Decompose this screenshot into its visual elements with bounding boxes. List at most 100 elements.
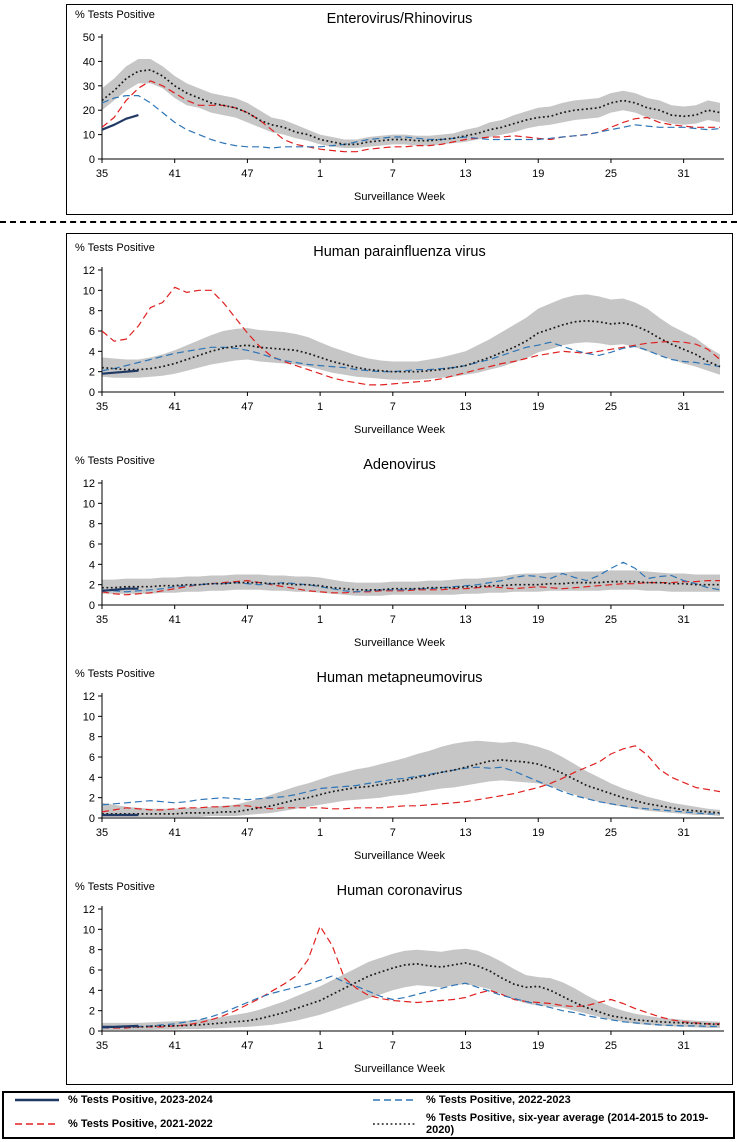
chart-header: % Tests Positive Human metapneumovirus xyxy=(67,666,732,690)
svg-text:7: 7 xyxy=(389,827,395,839)
svg-text:47: 47 xyxy=(241,827,253,839)
svg-text:0: 0 xyxy=(88,154,94,166)
chart-section-adenovirus: % Tests Positive Adenovirus 0 2 4 6 8 10 12 35 4… xyxy=(67,447,732,660)
metapneumovirus-plot: 0 2 4 6 8 10 12 35 41 47 1 7 13 19 25 31 xyxy=(82,691,724,839)
svg-text:41: 41 xyxy=(168,827,180,839)
svg-text:0: 0 xyxy=(88,1026,94,1038)
svg-text:2: 2 xyxy=(88,580,94,592)
svg-text:31: 31 xyxy=(677,614,689,626)
dashed-line-sample-icon xyxy=(15,1123,59,1125)
chart-title: Human metapneumovirus xyxy=(316,670,483,686)
legend: % Tests Positive, 2023-2024 % Tests Posi… xyxy=(2,1091,735,1139)
legend-label: % Tests Positive, six-year average (2014… xyxy=(426,1112,709,1136)
svg-text:13: 13 xyxy=(459,168,471,180)
x-axis-title: Surveillance Week xyxy=(354,850,445,862)
svg-text:10: 10 xyxy=(82,130,94,142)
svg-text:1: 1 xyxy=(317,827,323,839)
svg-text:35: 35 xyxy=(95,1040,107,1052)
svg-text:1: 1 xyxy=(317,1040,323,1052)
svg-text:6: 6 xyxy=(88,965,94,977)
svg-text:10: 10 xyxy=(82,498,94,510)
other-viruses-panel: % Tests Positive Human parainfluenza vir… xyxy=(66,233,733,1085)
svg-text:8: 8 xyxy=(88,732,94,744)
x-axis-title: Surveillance Week xyxy=(354,424,445,436)
chart-header: % Tests Positive Enterovirus/Rhinovirus xyxy=(67,7,732,31)
x-axis-title: Surveillance Week xyxy=(354,637,445,649)
svg-text:25: 25 xyxy=(604,614,616,626)
svg-text:35: 35 xyxy=(95,827,107,839)
svg-text:35: 35 xyxy=(95,168,107,180)
y-axis-title: % Tests Positive xyxy=(75,455,155,467)
svg-text:41: 41 xyxy=(168,614,180,626)
chart-header: % Tests Positive Human coronavirus xyxy=(67,879,732,903)
svg-text:19: 19 xyxy=(532,827,544,839)
legend-label: % Tests Positive, 2022-2023 xyxy=(426,1094,571,1106)
dashed-separator xyxy=(0,221,737,223)
chart-title: Human parainfluenza virus xyxy=(313,244,486,260)
chart-section-coronavirus: % Tests Positive Human coronavirus 0 2 4 6 8… xyxy=(67,873,732,1086)
x-axis-title: Surveillance Week xyxy=(354,1063,445,1075)
svg-text:7: 7 xyxy=(389,1040,395,1052)
svg-text:25: 25 xyxy=(604,168,616,180)
svg-text:0: 0 xyxy=(88,387,94,399)
svg-text:12: 12 xyxy=(82,478,94,490)
y-axis-title: % Tests Positive xyxy=(75,242,155,254)
svg-text:12: 12 xyxy=(82,265,94,277)
coronavirus-plot: 0 2 4 6 8 10 12 35 41 47 1 7 13 19 25 31 xyxy=(82,904,724,1052)
chart-section-enterovirus: % Tests Positive Enterovirus/Rhinovirus … xyxy=(67,5,732,216)
y-axis-title: % Tests Positive xyxy=(75,881,155,893)
svg-text:41: 41 xyxy=(168,401,180,413)
svg-text:7: 7 xyxy=(389,401,395,413)
svg-text:2: 2 xyxy=(88,793,94,805)
svg-text:1: 1 xyxy=(317,168,323,180)
svg-text:1: 1 xyxy=(317,401,323,413)
svg-text:10: 10 xyxy=(82,711,94,723)
svg-text:19: 19 xyxy=(532,401,544,413)
svg-text:7: 7 xyxy=(389,614,395,626)
svg-text:0: 0 xyxy=(88,813,94,825)
svg-text:50: 50 xyxy=(82,32,94,44)
svg-text:10: 10 xyxy=(82,285,94,297)
svg-text:19: 19 xyxy=(532,168,544,180)
svg-text:25: 25 xyxy=(604,1040,616,1052)
y-axis-title: % Tests Positive xyxy=(75,668,155,680)
chart-title: Human coronavirus xyxy=(336,883,463,899)
solid-line-sample-icon xyxy=(15,1098,59,1102)
svg-text:13: 13 xyxy=(459,827,471,839)
y-axis-title: % Tests Positive xyxy=(75,9,155,21)
legend-item-2021-2022: % Tests Positive, 2021-2022 xyxy=(14,1112,372,1136)
legend-item-2023-2024: % Tests Positive, 2023-2024 xyxy=(14,1094,372,1106)
svg-text:6: 6 xyxy=(88,539,94,551)
legend-label: % Tests Positive, 2021-2022 xyxy=(68,1118,213,1130)
x-axis-title: Surveillance Week xyxy=(354,191,445,203)
svg-text:4: 4 xyxy=(88,559,94,571)
svg-text:8: 8 xyxy=(88,519,94,531)
svg-text:47: 47 xyxy=(241,614,253,626)
svg-text:35: 35 xyxy=(95,614,107,626)
svg-text:12: 12 xyxy=(82,904,94,916)
svg-text:40: 40 xyxy=(82,56,94,68)
svg-text:30: 30 xyxy=(82,81,94,93)
svg-text:13: 13 xyxy=(459,401,471,413)
svg-text:47: 47 xyxy=(241,401,253,413)
svg-text:31: 31 xyxy=(677,827,689,839)
chart-section-metapneumovirus: % Tests Positive Human metapneumovirus 0… xyxy=(67,660,732,873)
svg-text:8: 8 xyxy=(88,306,94,318)
legend-item-six-year-average: % Tests Positive, six-year average (2014… xyxy=(372,1112,733,1136)
svg-text:25: 25 xyxy=(604,401,616,413)
dashed-line-sample-icon xyxy=(373,1099,417,1101)
svg-text:13: 13 xyxy=(459,1040,471,1052)
svg-text:35: 35 xyxy=(95,401,107,413)
svg-text:41: 41 xyxy=(168,1040,180,1052)
svg-text:6: 6 xyxy=(88,752,94,764)
enterovirus-plot: 0 10 20 30 40 50 35 41 47 1 7 13 19 25 31 xyxy=(82,32,724,180)
svg-text:25: 25 xyxy=(604,827,616,839)
svg-text:10: 10 xyxy=(82,924,94,936)
svg-text:12: 12 xyxy=(82,691,94,703)
svg-text:4: 4 xyxy=(88,346,94,358)
dotted-line-sample-icon xyxy=(373,1123,417,1125)
chart-title: Enterovirus/Rhinovirus xyxy=(326,11,473,27)
svg-text:20: 20 xyxy=(82,105,94,117)
svg-text:0: 0 xyxy=(88,600,94,612)
svg-text:47: 47 xyxy=(241,168,253,180)
